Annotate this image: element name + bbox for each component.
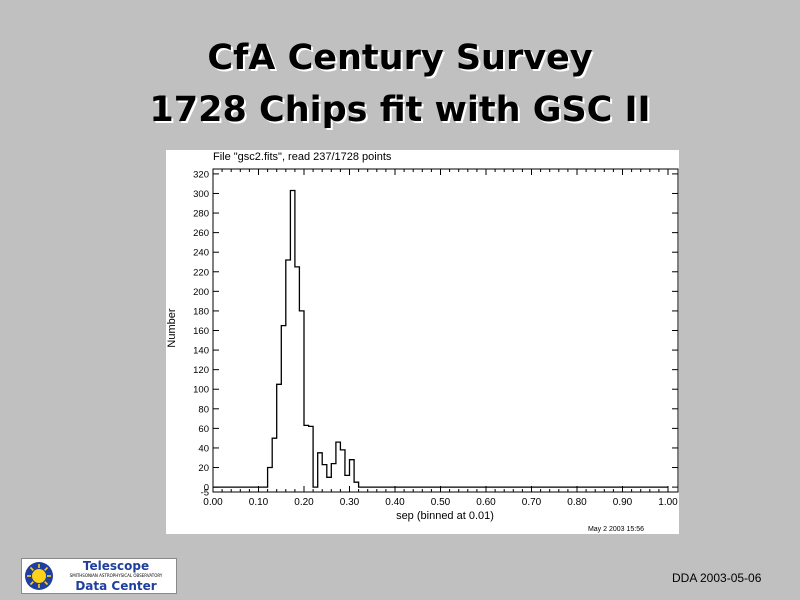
y-axis-label: Number <box>166 308 178 347</box>
histogram-bin <box>322 465 327 488</box>
y-tick-label: 320 <box>193 169 209 180</box>
sun-logo-icon <box>25 562 53 590</box>
y-tick-label: 120 <box>193 365 209 376</box>
y-tick-label: 140 <box>193 346 209 357</box>
histogram-bin <box>268 468 273 488</box>
title-line-1: CfA Century Survey <box>207 38 593 78</box>
y-tick-label: 160 <box>193 326 209 337</box>
timestamp: May 2 2003 15:56 <box>588 526 644 533</box>
x-tick-label: 0.20 <box>294 497 314 508</box>
y-tick-label: 40 <box>198 443 209 454</box>
histogram-bin <box>281 326 286 488</box>
y-tick-label: 180 <box>193 306 209 317</box>
y-tick-label: 20 <box>198 463 209 474</box>
x-tick-label: 0.50 <box>431 497 451 508</box>
histogram-bin <box>327 477 332 487</box>
histogram-bin <box>272 438 277 487</box>
y-tick-label: 100 <box>193 385 209 396</box>
y-tick-label: 220 <box>193 267 209 278</box>
bars-layer <box>213 189 668 488</box>
histogram-bin <box>309 426 314 487</box>
histogram-bin <box>299 311 304 487</box>
logo-line-1: Telescope <box>82 559 150 573</box>
x-tick-label: 0.00 <box>203 497 223 508</box>
footer-date: DDA 2003-05-06 <box>672 571 762 585</box>
y-tick-label: 280 <box>193 209 209 220</box>
chart-header: File "gsc2.fits", read 237/1728 points <box>213 151 392 163</box>
y-tick-label: -5 <box>201 488 209 499</box>
histogram-bin <box>290 191 295 488</box>
x-axis-label: sep (binned at 0.01) <box>396 510 494 522</box>
histogram-bin <box>345 475 350 487</box>
logo-line-2: SMITHSONIAN ASTROPHYSICAL OBSERVATORY <box>69 573 163 578</box>
histogram-bin <box>295 267 300 487</box>
logo-line-3: Data Center <box>75 579 157 593</box>
x-tick-label: 0.40 <box>385 497 405 508</box>
title-line-2: 1728 Chips fit with GSC II <box>149 90 651 130</box>
histogram-bin <box>286 260 291 487</box>
histogram-bin <box>304 425 309 487</box>
y-tick-label: 240 <box>193 248 209 259</box>
telescope-data-center-logo: Telescope SMITHSONIAN ASTROPHYSICAL OBSE… <box>21 558 177 594</box>
histogram-bin <box>318 453 323 487</box>
histogram-bin <box>277 384 282 487</box>
ticks-layer: 0.00 0.10 0.20 0.30 0.40 0.50 0.60 0.70 0.80 0.90… <box>193 169 678 508</box>
histogram-series-line <box>213 189 668 488</box>
histogram-chart: File "gsc2.fits", read 237/1728 points s… <box>166 150 679 534</box>
x-tick-label: 0.90 <box>613 497 633 508</box>
x-tick-label: 0.70 <box>522 497 542 508</box>
y-tick-label: 60 <box>198 424 209 435</box>
y-tick-label: 0 <box>204 483 209 494</box>
y-tick-label: 200 <box>193 287 209 298</box>
histogram-bin <box>331 464 336 487</box>
x-tick-label: 1.00 <box>658 497 678 508</box>
y-tick-label: 80 <box>198 404 209 415</box>
x-tick-label: 0.60 <box>476 497 496 508</box>
x-tick-label: 0.30 <box>340 497 360 508</box>
histogram-bin <box>340 450 345 487</box>
y-tick-label: 300 <box>193 189 209 200</box>
histogram-bin <box>354 482 359 487</box>
x-tick-label: 0.80 <box>567 497 587 508</box>
slide-title: CfA Century Survey 1728 Chips fit with G… <box>0 32 800 136</box>
y-tick-label: 260 <box>193 228 209 239</box>
histogram-bin <box>350 460 355 487</box>
histogram-bin <box>336 442 341 487</box>
histogram-svg: File "gsc2.fits", read 237/1728 points s… <box>166 151 679 533</box>
x-tick-label: 0.10 <box>249 497 269 508</box>
